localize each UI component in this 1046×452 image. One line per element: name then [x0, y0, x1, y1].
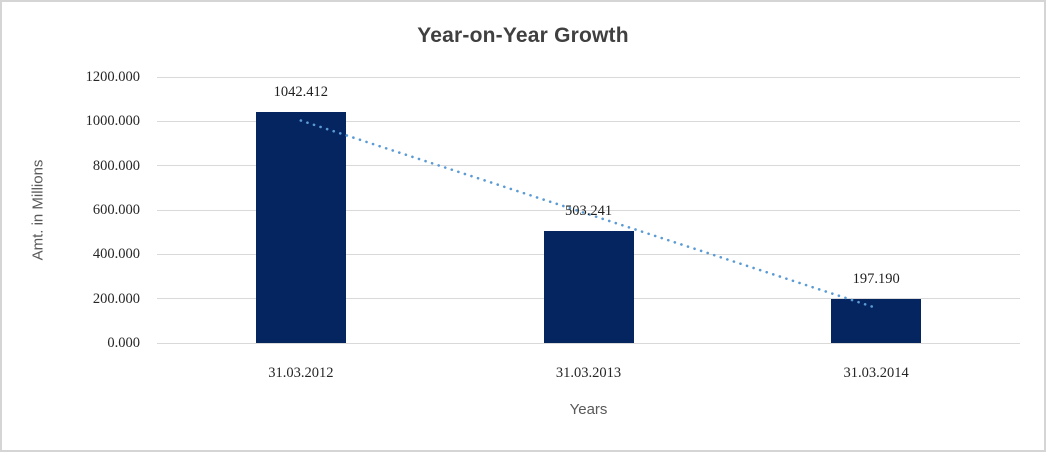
x-axis-category-label: 31.03.2012	[268, 365, 334, 381]
x-axis-category-label: 31.03.2014	[843, 365, 909, 381]
y-axis-tick-label: 200.000	[92, 290, 140, 307]
y-axis-tick-label: 400.000	[92, 246, 140, 263]
bar-value-label: 197.190	[852, 271, 900, 288]
bar-31.03.2012	[255, 111, 346, 343]
y-axis-tick-label: 1000.000	[85, 113, 140, 130]
y-axis-tick-label: 1200.000	[85, 69, 140, 85]
gridline	[157, 209, 1020, 211]
bar-31.03.2014	[831, 299, 922, 343]
y-axis-tick-label: 0.000	[107, 335, 140, 351]
bar-31.03.2013	[543, 231, 634, 343]
trendline-path	[299, 119, 878, 310]
x-axis-category-label: 31.03.2013	[555, 365, 622, 381]
bar-value-label: 503.241	[564, 203, 613, 220]
chart-title: Year-on-Year Growth	[417, 24, 629, 47]
gridline	[157, 120, 1020, 122]
gridline	[157, 342, 1020, 344]
y-axis-tick-label: 800.000	[92, 157, 140, 174]
gridline	[157, 165, 1020, 167]
x-axis-title: Years	[569, 401, 608, 418]
y-axis-tick-label: 600.000	[92, 202, 140, 218]
bar-value-label: 1042.412	[273, 83, 329, 100]
gridline	[157, 76, 1020, 78]
